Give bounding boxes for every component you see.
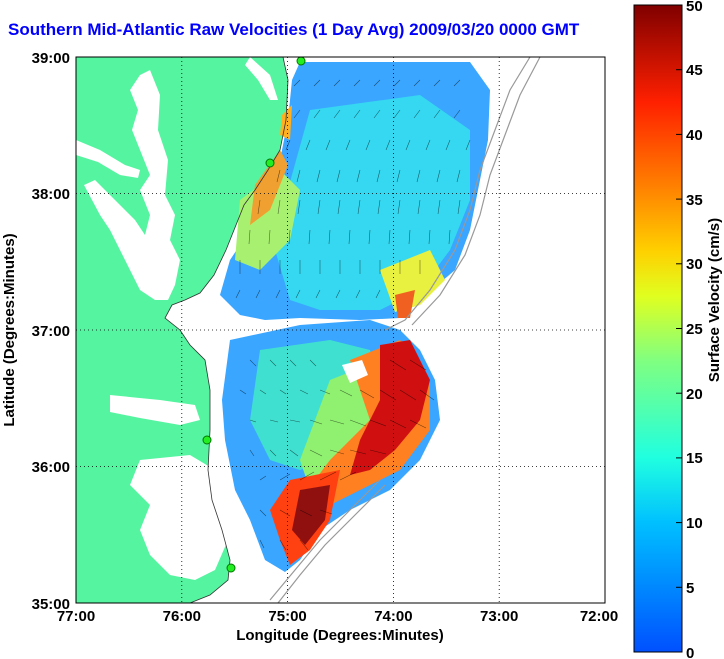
station-cape-may <box>296 57 306 66</box>
station-fenwick <box>265 158 275 168</box>
x-tick-label: 72:00 <box>580 608 618 625</box>
colorbar-tick-label: 45 <box>686 62 703 79</box>
map-title: Southern Mid-Atlantic Raw Velocities (1 … <box>8 20 580 39</box>
colorbar-tick-label: 25 <box>686 321 703 338</box>
chesapeake-bay <box>84 70 180 300</box>
colorbar-label: Surface Velocity (cm/s) <box>706 218 723 382</box>
y-tick-label: 39:00 <box>32 50 70 67</box>
colorbar-tick-label: 35 <box>686 192 703 209</box>
colorbar-tick-label: 20 <box>686 386 703 403</box>
plot-frame <box>75 56 606 604</box>
x-tick-label: 76:00 <box>163 608 201 625</box>
colorbar-tick-label: 40 <box>686 127 703 144</box>
coastline <box>164 57 289 603</box>
delaware-bay <box>245 57 278 100</box>
x-tick-label: 74:00 <box>374 608 412 625</box>
colorbar-tick-label: 15 <box>686 450 703 467</box>
colorbar-tick-labels: 0 5 10 15 20 25 30 35 40 45 50 <box>686 0 703 659</box>
x-tick-label: 77:00 <box>57 608 95 625</box>
colorbar <box>633 4 683 653</box>
y-tick-label: 37:00 <box>32 323 70 340</box>
station-cape-hatteras-n <box>202 435 212 445</box>
x-tick-label: 73:00 <box>480 608 518 625</box>
velocity-field <box>220 62 490 572</box>
y-axis-label: Latitude (Degrees:Minutes) <box>1 233 18 426</box>
potomac-river <box>76 140 140 178</box>
pamlico-sound <box>130 455 228 580</box>
bathymetry-contours <box>269 57 541 603</box>
colorbar-tick-label: 0 <box>686 645 694 659</box>
x-tick-label: 75:00 <box>268 608 306 625</box>
x-tick-labels: 77:00 76:00 75:00 74:00 73:00 72:00 <box>57 608 618 625</box>
colorbar-ticks <box>676 69 682 653</box>
y-tick-label: 35:00 <box>32 596 70 613</box>
y-tick-label: 36:00 <box>32 459 70 476</box>
station-cape-hatteras-s <box>226 563 236 573</box>
y-tick-label: 38:00 <box>32 186 70 203</box>
colorbar-tick-label: 5 <box>686 580 694 597</box>
colorbar-tick-label: 10 <box>686 515 703 532</box>
albemarle-sound <box>110 395 200 425</box>
y-tick-labels: 39:00 38:00 37:00 36:00 35:00 <box>32 50 70 613</box>
colorbar-tick-label: 30 <box>686 256 703 273</box>
grid-lines <box>76 57 605 603</box>
x-axis-label: Longitude (Degrees:Minutes) <box>236 627 444 644</box>
colorbar-tick-label: 50 <box>686 0 703 15</box>
